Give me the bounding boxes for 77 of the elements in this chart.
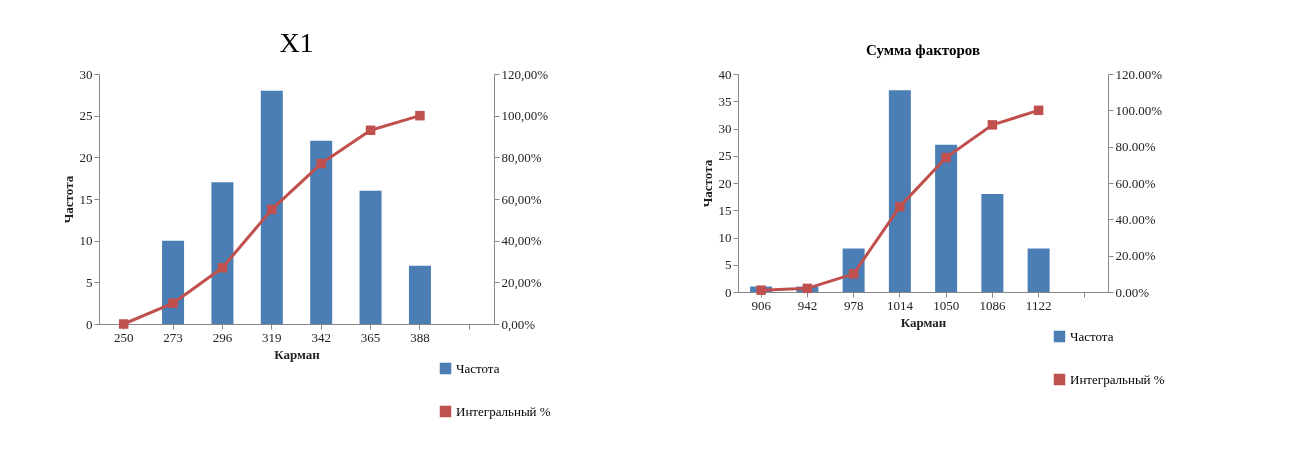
- x-tick-label: 1014: [886, 297, 914, 313]
- y2-tick-label: 20,00%: [501, 274, 542, 290]
- chart-title: X1: [279, 27, 314, 58]
- y-tick-label: 20: [718, 175, 732, 191]
- x-tick-label: 1122: [1025, 297, 1052, 313]
- chart-title: Сумма факторов: [865, 42, 981, 58]
- point: [267, 204, 277, 215]
- point: [118, 319, 129, 329]
- y-tick-label: 5: [725, 257, 732, 273]
- y2-tick-label: 20.00%: [1115, 248, 1156, 264]
- y-axis-title: Частота: [699, 159, 715, 208]
- y-axis-title: Частота: [60, 175, 76, 224]
- x-tick-label: 273: [163, 329, 183, 345]
- bar: [981, 193, 1004, 292]
- bar: [162, 240, 185, 324]
- bar: [1027, 248, 1050, 292]
- y-tick-label: 40: [718, 66, 732, 82]
- bar: [260, 90, 283, 324]
- point: [217, 263, 228, 273]
- y-tick-label: 30: [718, 121, 732, 136]
- legend-label: Интегральный %: [1070, 371, 1165, 387]
- bar: [935, 144, 958, 292]
- point: [168, 298, 178, 308]
- point: [802, 283, 813, 294]
- point: [1033, 105, 1044, 116]
- y-tick-label: 35: [718, 93, 732, 109]
- point: [756, 285, 766, 295]
- y-tick-label: 10: [718, 230, 732, 245]
- y-tick-label: 30: [79, 66, 93, 82]
- y2-tick-label: 40.00%: [1115, 211, 1156, 227]
- point: [316, 158, 326, 169]
- y-tick-label: 5: [86, 274, 93, 290]
- y-tick-label: 15: [718, 202, 732, 218]
- point: [415, 110, 425, 121]
- point: [987, 120, 998, 130]
- legend-label: Интегральный %: [456, 403, 551, 419]
- bar: [211, 182, 234, 324]
- y2-tick-label: 80.00%: [1115, 139, 1156, 155]
- y-tick-label: 15: [79, 191, 93, 207]
- bar: [359, 190, 382, 324]
- x-tick-label: 978: [843, 297, 864, 313]
- y-tick-label: 0: [86, 316, 93, 332]
- legend-label: Частота: [1070, 328, 1114, 344]
- x-tick-label: 365: [360, 329, 381, 345]
- x-tick-label: 1050: [933, 297, 960, 313]
- x-tick-label: 250: [113, 329, 134, 345]
- x-axis-title: Карман: [900, 314, 947, 330]
- x-tick-label: 1086: [979, 297, 1006, 313]
- legend-label: Частота: [456, 360, 500, 376]
- y2-tick-label: 0,00%: [501, 316, 536, 332]
- y2-tick-label: 0.00%: [1115, 284, 1150, 300]
- bar: [888, 90, 911, 292]
- x-tick-label: 342: [311, 329, 331, 345]
- y-tick-label: 10: [79, 233, 93, 249]
- bar: [310, 140, 333, 324]
- point: [941, 152, 951, 163]
- y-tick-label: 20: [79, 149, 93, 165]
- x-tick-label: 388: [410, 329, 430, 345]
- y2-tick-label: 60,00%: [501, 191, 542, 207]
- x-tick-label: 906: [751, 297, 772, 313]
- y-tick-label: 0: [725, 284, 732, 300]
- y2-tick-label: 80,00%: [501, 149, 542, 165]
- y2-tick-label: 120,00%: [501, 66, 549, 82]
- y2-tick-label: 100.00%: [1115, 102, 1163, 118]
- y-tick-label: 25: [718, 148, 732, 164]
- x-axis-title: Карман: [274, 346, 321, 362]
- y2-tick-label: 120.00%: [1115, 66, 1163, 82]
- point: [895, 201, 905, 212]
- x-tick-label: 319: [262, 329, 282, 345]
- x-tick-label: 942: [797, 297, 818, 313]
- y2-tick-label: 60.00%: [1115, 175, 1156, 191]
- y2-tick-label: 40,00%: [501, 233, 542, 249]
- bar: [408, 265, 431, 324]
- y-tick-label: 25: [79, 108, 93, 124]
- x-tick-label: 296: [212, 329, 233, 345]
- y2-tick-label: 100,00%: [501, 108, 549, 124]
- point: [365, 125, 376, 135]
